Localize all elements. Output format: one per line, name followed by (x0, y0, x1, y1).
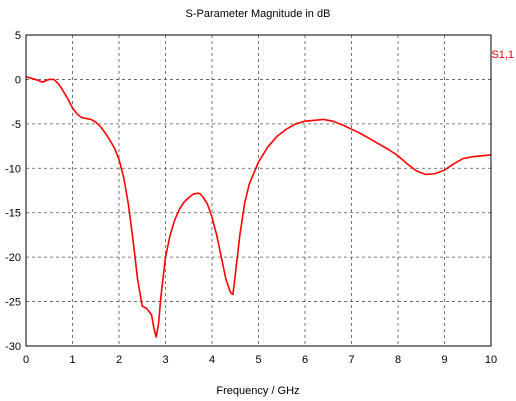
x-tick-label: 6 (302, 354, 308, 366)
x-tick-label: 9 (441, 354, 447, 366)
x-tick-label: 3 (162, 354, 168, 366)
y-tick-label: -25 (5, 297, 21, 309)
x-tick-label: 8 (395, 354, 401, 366)
x-tick-label: 2 (116, 354, 122, 366)
x-tick-label: 7 (348, 354, 354, 366)
y-tick-label: -10 (5, 163, 21, 175)
series-line-s11 (25, 75, 492, 338)
series-layer (25, 75, 492, 338)
grid (26, 35, 491, 346)
x-tick-label: 5 (255, 354, 261, 366)
tick-labels: 0 1 2 3 4 5 6 7 8 9 10 5 0 -5 -10 -15 -20 -25 -30 (5, 30, 497, 366)
chart-title: S-Parameter Magnitude in dB (186, 8, 331, 20)
x-tick-label: 0 (23, 354, 29, 366)
x-tick-label: 4 (209, 354, 215, 366)
x-axis-label: Frequency / GHz (216, 385, 299, 397)
plot-frame (25, 34, 492, 347)
y-tick-label: 0 (15, 74, 21, 86)
x-tick-label: 1 (69, 354, 75, 366)
y-tick-label: -5 (11, 119, 21, 131)
y-tick-label: -15 (5, 208, 21, 220)
y-tick-label: -20 (5, 252, 21, 264)
x-tick-label: 10 (485, 354, 497, 366)
legend-entry-s11: S1,1 (491, 49, 514, 61)
y-tick-label: -30 (5, 341, 21, 353)
y-tick-label: 5 (15, 30, 21, 42)
